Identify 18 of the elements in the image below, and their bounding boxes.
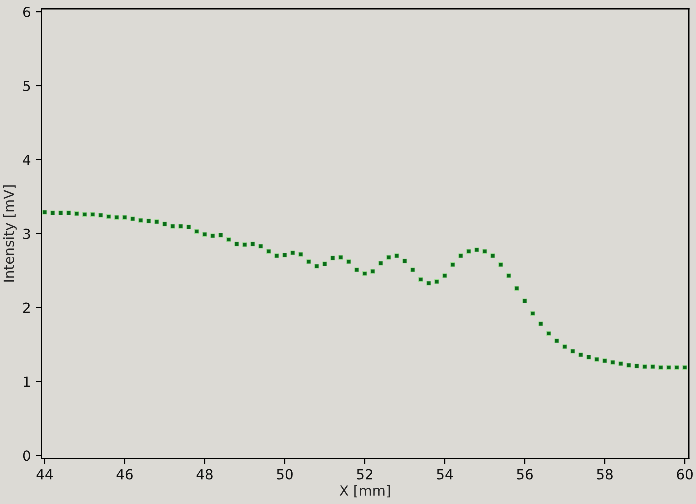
y-tick-label: 2	[24, 302, 30, 314]
x-tick-label: 60	[677, 469, 693, 480]
x-tick-label: 54	[437, 469, 454, 480]
x-tick-label: 52	[357, 469, 372, 480]
y-tick-label: 0	[23, 450, 30, 462]
x-tick-label: 58	[597, 469, 613, 480]
y-tick-label: 3	[24, 228, 30, 240]
x-tick-label: 44	[36, 469, 54, 480]
y-tick-label: 1	[24, 376, 30, 388]
x-axis-title: X [mm]	[340, 485, 390, 498]
x-tick-label: 48	[196, 469, 213, 480]
y-tick-label: 4	[23, 155, 31, 166]
y-tick-label: 6	[23, 7, 30, 18]
y-tick-label: 5	[24, 81, 30, 92]
x-tick-label: 46	[116, 469, 133, 480]
x-tick-label: 56	[517, 469, 533, 480]
y-axis-title: Intensity [mV]	[4, 186, 17, 282]
x-tick-label: 50	[277, 469, 293, 480]
